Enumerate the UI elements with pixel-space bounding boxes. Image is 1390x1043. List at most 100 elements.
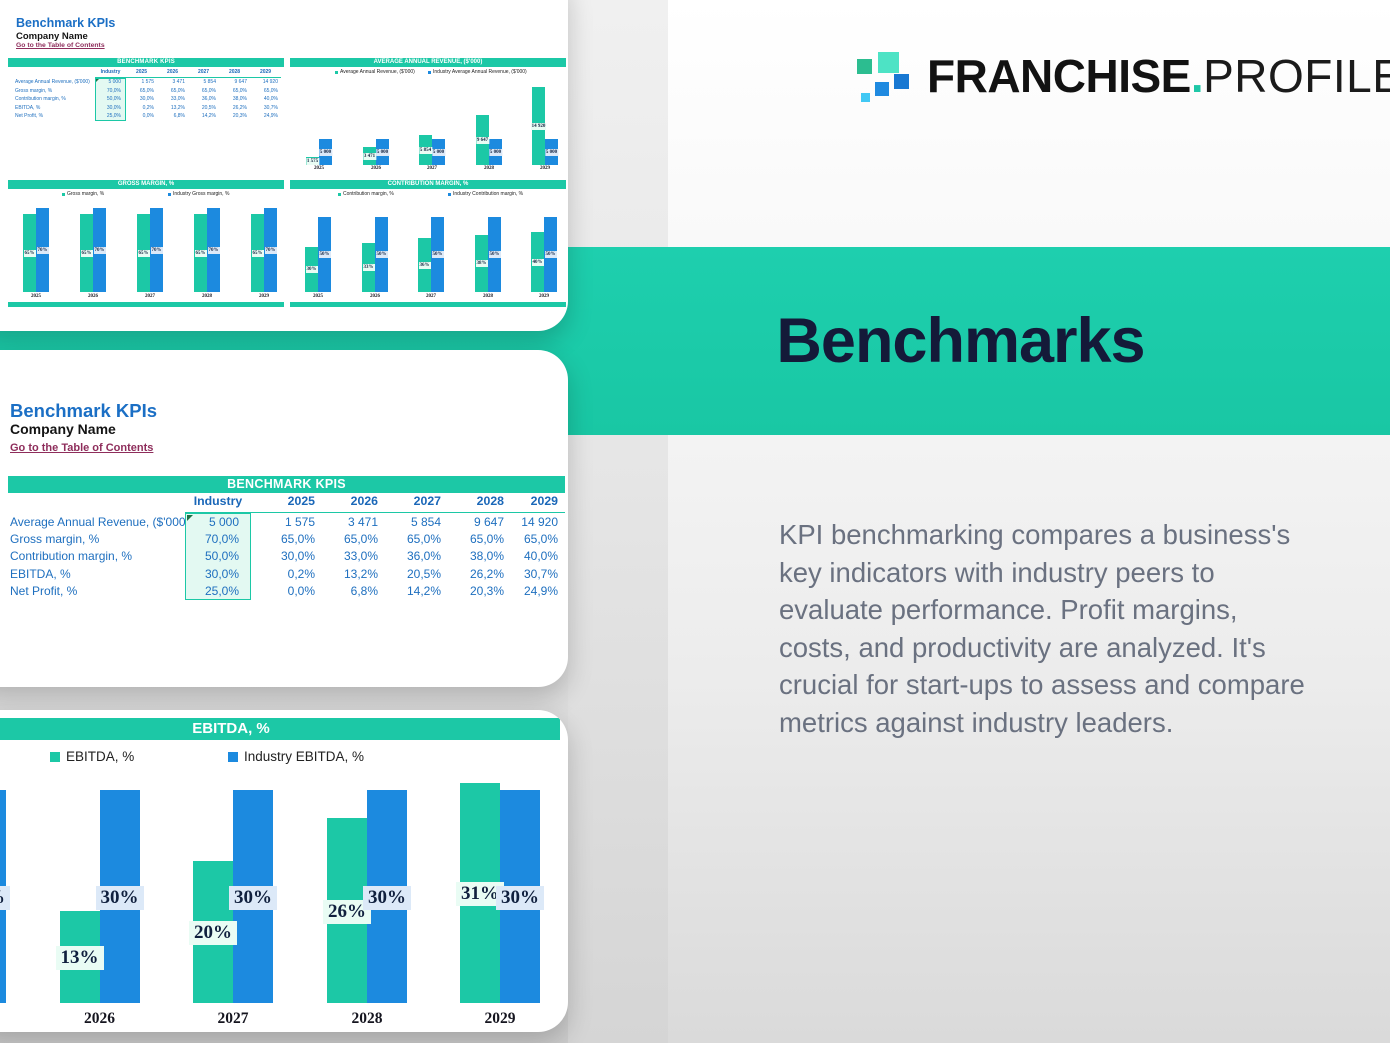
bar-label: 30% <box>363 885 411 910</box>
bar-label: 5 854 <box>418 146 433 154</box>
bar-label: 65% <box>137 249 150 257</box>
plot-area: 13% 20% 26% 31% 30% 30% 30% 30% 30% <box>0 770 568 1003</box>
cell-value: 33,0% <box>343 549 378 564</box>
legend-label: Industry EBITDA, % <box>244 749 365 764</box>
col-header: 2027 <box>413 494 441 508</box>
plot-area: 65% 65% 65% 65% 65% 70% 70% 70% 70% 70% <box>8 208 284 292</box>
axis-year: 2026 <box>84 1010 115 1027</box>
industry-column-highlight <box>185 513 251 600</box>
bar-label: 70% <box>150 246 163 254</box>
mini-cell: 65,0% <box>139 87 154 94</box>
axis-year: 2028 <box>484 166 494 171</box>
cell-note-triangle <box>187 515 193 521</box>
mini-chart-title: CONTRIBUTION MARGIN, % <box>290 180 566 189</box>
axis-year: 2029 <box>484 1010 516 1027</box>
mini-cell: 14 920 <box>262 79 278 85</box>
mini-col-header: 2028 <box>228 68 241 75</box>
cell-value: 9 647 <box>473 515 504 529</box>
cell-value: 25,0% <box>204 583 239 598</box>
legend-label: Industry Average Annual Revenue, ($'000) <box>433 69 527 75</box>
bar-label: 70% <box>93 246 106 254</box>
brand-name-dot: . <box>1190 50 1204 102</box>
legend-item: Contribution margin, % <box>338 191 394 197</box>
bar-label: 5 000 <box>544 148 559 156</box>
chart-title: EBITDA, % <box>192 720 270 737</box>
bar-label: 33% <box>362 264 375 271</box>
col-header: 2025 <box>287 494 315 508</box>
screenshot-card-dashboard-overview: Benchmark KPIs Company Name Go to the Ta… <box>0 0 568 331</box>
bar-label: 40% <box>531 258 544 266</box>
mini-cell: 65,0% <box>170 87 185 94</box>
legend-item: Industry Gross margin, % <box>168 191 229 197</box>
bar-label: 50% <box>488 251 501 258</box>
mini-row-label: Average Annual Revenue, ($'000) <box>15 79 90 85</box>
col-header: 2026 <box>350 494 378 508</box>
screenshot-card-ebitda-chart: EBITDA, % EBITDA, % Industry EBITDA, % 1… <box>0 710 568 1032</box>
bar-label: 70% <box>264 246 277 254</box>
mini-cell-note-triangle <box>96 78 99 82</box>
cell-value: 40,0% <box>523 549 558 564</box>
mini-cell: 20,3% <box>232 113 247 120</box>
mini-kpi-table: BENCHMARK KPIS Industry 2025 2026 2027 2… <box>8 58 284 122</box>
bar-label: 30% <box>305 266 318 273</box>
legend-swatch-industry <box>168 192 171 196</box>
bar-label: 50% <box>375 251 388 258</box>
cell-value: 0,0% <box>287 583 315 598</box>
cell-value: 26,2% <box>469 566 504 581</box>
brand-name-light: PROFILES <box>1203 50 1390 102</box>
mini-cell: 40,0% <box>263 96 278 103</box>
mini-cell: 65,0% <box>201 87 216 94</box>
legend-label: Average Annual Revenue, ($'000) <box>340 69 415 75</box>
cell-value: 65,0% <box>523 532 558 547</box>
col-header: Industry <box>193 494 243 508</box>
mini-cell: 26,2% <box>232 104 247 111</box>
cell-value: 6,8% <box>350 583 378 598</box>
cell-value: 5 000 <box>208 515 239 529</box>
mini-col-header: 2025 <box>135 68 148 75</box>
cutoff-section-band <box>290 302 566 307</box>
mini-chart-title: AVERAGE ANNUAL REVENUE, ($'000) <box>290 58 566 67</box>
bar-label: 30% <box>0 885 10 910</box>
axis-year: 2027 <box>217 1010 249 1027</box>
mini-col-header: 2027 <box>197 68 210 75</box>
axis-year: 2028 <box>202 294 212 299</box>
axis-year: 2026 <box>370 294 380 299</box>
mini-chart-contribution-margin: CONTRIBUTION MARGIN, % Contribution marg… <box>290 180 566 301</box>
cell-value: 65,0% <box>343 532 378 547</box>
brand-logo-icon <box>845 40 917 112</box>
mini-cell: 65,0% <box>263 87 278 94</box>
bar-label: 3 471 <box>362 152 377 160</box>
mini-chart-gross-margin: GROSS MARGIN, % Gross margin, % Industry… <box>8 180 284 301</box>
cell-value: 20,3% <box>469 583 504 598</box>
table-title: BENCHMARK KPIS <box>8 476 565 493</box>
header-underline <box>185 511 565 513</box>
legend-item: Industry Contribution margin, % <box>448 191 523 197</box>
cell-value: 5 854 <box>410 515 441 529</box>
bar-label: 70% <box>36 246 49 254</box>
cell-value: 1 575 <box>284 515 315 529</box>
cell-value: 65,0% <box>280 532 315 547</box>
legend-swatch-company <box>338 192 341 196</box>
bar-label: 30% <box>496 885 544 910</box>
cell-value: 0,2% <box>287 566 315 581</box>
bar-label: 14 920 <box>530 122 547 130</box>
row-label: Contribution margin, % <box>10 549 133 564</box>
legend-label: Gross margin, % <box>67 191 105 197</box>
mini-chart-title: GROSS MARGIN, % <box>8 180 284 189</box>
toc-link[interactable]: Go to the Table of Contents <box>10 442 154 454</box>
bar-label: 65% <box>23 249 36 257</box>
mini-cell: 50,0% <box>106 96 121 103</box>
mini-cell: 25,0% <box>106 113 121 120</box>
mini-cell: 9 647 <box>234 79 247 85</box>
mini-row-label: EBITDA, % <box>15 104 41 111</box>
bar-label: 36% <box>418 261 431 269</box>
axis-year: 2028 <box>483 294 493 299</box>
mini-cell: 6,8% <box>173 113 185 120</box>
mini-toc-link[interactable]: Go to the Table of Contents <box>16 42 105 49</box>
mini-cell: 30,7% <box>263 104 278 111</box>
bar-label: 5 000 <box>431 148 446 156</box>
mini-col-header: Industry <box>100 68 121 75</box>
col-header: 2028 <box>476 494 504 508</box>
mini-cell: 24,9% <box>263 113 278 120</box>
